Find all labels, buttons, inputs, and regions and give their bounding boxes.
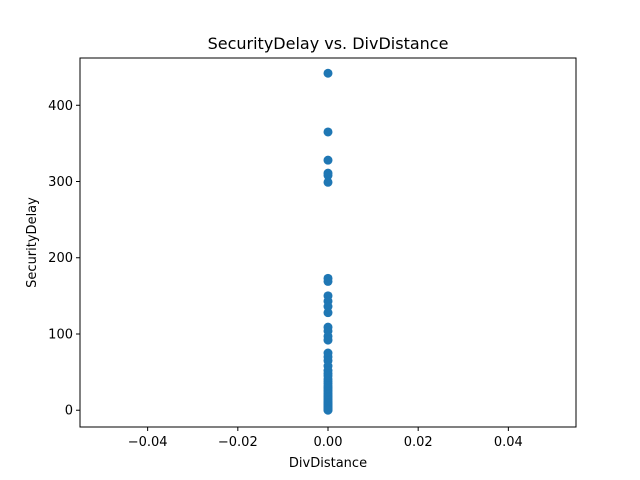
x-tick-label: 0.00	[314, 435, 343, 450]
chart-title: SecurityDelay vs. DivDistance	[208, 34, 449, 53]
x-tick-label: −0.02	[218, 435, 258, 450]
data-point	[323, 276, 333, 286]
data-points	[323, 68, 333, 415]
y-tick-label: 300	[48, 175, 73, 190]
x-tick-label: 0.04	[494, 435, 523, 450]
y-tick-label: 100	[48, 327, 73, 342]
data-point	[323, 405, 333, 415]
y-axis-title: SecurityDelay	[25, 197, 40, 288]
data-point	[323, 68, 333, 78]
y-tick-label: 400	[48, 99, 73, 114]
data-point	[323, 170, 333, 180]
data-point	[323, 308, 333, 318]
x-axis-ticks: −0.04 −0.02 0.00 0.02 0.04	[128, 427, 523, 450]
data-point	[323, 155, 333, 165]
data-point	[323, 335, 333, 345]
x-tick-label: 0.02	[404, 435, 433, 450]
data-point	[323, 127, 333, 137]
data-point	[323, 177, 333, 187]
x-tick-label: −0.04	[128, 435, 168, 450]
x-axis-title: DivDistance	[289, 456, 367, 471]
y-tick-label: 0	[65, 404, 73, 419]
y-tick-label: 200	[48, 251, 73, 266]
y-axis-ticks: 0 100 200 300 400	[48, 99, 80, 419]
